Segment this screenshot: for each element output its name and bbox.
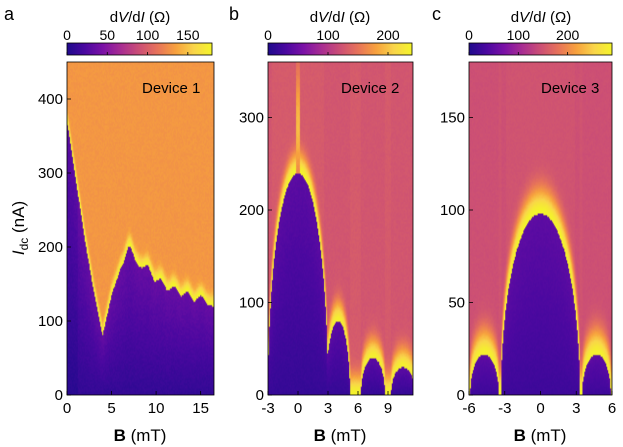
x-tick-label-c-4: 6 (608, 400, 616, 417)
y-tick-label-b-0: 0 (256, 387, 264, 404)
x-tick-label-a-1: 5 (107, 400, 115, 417)
heatmap-device-2 (268, 62, 413, 395)
heatmap-device-1 (67, 62, 214, 395)
y-tick-label-a-4: 400 (38, 91, 63, 108)
axes-c: -6 -3 0 3 6 0 50 100 150 (440, 61, 616, 417)
y-tick-label-c-3: 150 (440, 110, 465, 127)
x-tick-label-b-2: 3 (324, 400, 332, 417)
panel-letter-a: a (4, 4, 15, 24)
heatmap-device-3 (469, 62, 612, 395)
colorbar-b: 0 100 200 (264, 27, 413, 56)
colorbar-b-gradient (267, 42, 413, 56)
axes-a: 0 5 10 15 0 100 200 300 400 (38, 61, 215, 417)
x-tick-label-c-3: 3 (572, 400, 580, 417)
x-tick-label-c-0: -6 (462, 400, 475, 417)
colorbar-a: 0 50 100 150 (63, 27, 213, 56)
colorbar-tick-label-b-2: 200 (376, 27, 400, 43)
x-tick-label-c-1: -3 (498, 400, 511, 417)
y-tick-label-a-1: 100 (38, 313, 63, 330)
colorbar-tick-label-a-3: 150 (176, 27, 200, 43)
colorbar-tick-label-a-1: 50 (99, 27, 115, 43)
colorbar-tick-label-b-1: 100 (316, 27, 340, 43)
x-tick-label-b-1: 0 (294, 400, 302, 417)
y-axis-label: Idc (nA) (9, 201, 31, 255)
colorbar-tick-label-c-2: 200 (556, 27, 580, 43)
colorbar-title-c: dV/dI (Ω) (511, 9, 571, 26)
colorbar-a-gradient (66, 42, 213, 56)
y-tick-label-a-3: 300 (38, 165, 63, 182)
x-tick-label-b-3: 6 (354, 400, 362, 417)
x-tick-label-b-0: -3 (261, 400, 274, 417)
device-label-2: Device 2 (341, 80, 399, 97)
colorbar-tick-label-c-1: 100 (507, 27, 531, 43)
colorbar-tick-label-c-0: 0 (465, 27, 473, 43)
y-tick-label-a-2: 200 (38, 239, 63, 256)
plot-frame-b (267, 61, 414, 396)
colorbar-tick-label-b-0: 0 (264, 27, 272, 43)
y-tick-label-b-3: 300 (239, 110, 264, 127)
device-label-3: Device 3 (541, 80, 599, 97)
colorbar-title-b: dV/dI (Ω) (310, 9, 370, 26)
colorbar-c: 0 100 200 (465, 27, 613, 56)
x-tick-label-a-3: 15 (192, 400, 209, 417)
panel-letter-c: c (432, 4, 441, 24)
x-axis-label-b: B (mT) (314, 426, 367, 445)
device-label-1: Device 1 (142, 80, 200, 97)
colorbar-tick-label-a-2: 100 (136, 27, 160, 43)
panel-letter-b: b (229, 4, 239, 24)
y-tick-label-a-0: 0 (55, 387, 63, 404)
colorbar-title-a: dV/dI (Ω) (110, 9, 170, 26)
colorbar-tick-label-a-0: 0 (63, 27, 71, 43)
x-tick-label-a-2: 10 (148, 400, 165, 417)
colorbar-c-gradient (468, 42, 613, 56)
x-tick-label-a-0: 0 (63, 400, 71, 417)
y-tick-label-c-0: 0 (457, 387, 465, 404)
x-tick-label-c-2: 0 (536, 400, 544, 417)
y-tick-label-b-2: 200 (239, 202, 264, 219)
x-axis-label-c: B (mT) (514, 426, 567, 445)
y-tick-label-b-1: 100 (239, 295, 264, 312)
y-tick-label-c-2: 100 (440, 202, 465, 219)
x-axis-label-a: B (mT) (114, 426, 167, 445)
plot-frame-a (66, 61, 215, 396)
y-tick-label-c-1: 50 (448, 295, 465, 312)
x-tick-label-b-4: 9 (384, 400, 392, 417)
